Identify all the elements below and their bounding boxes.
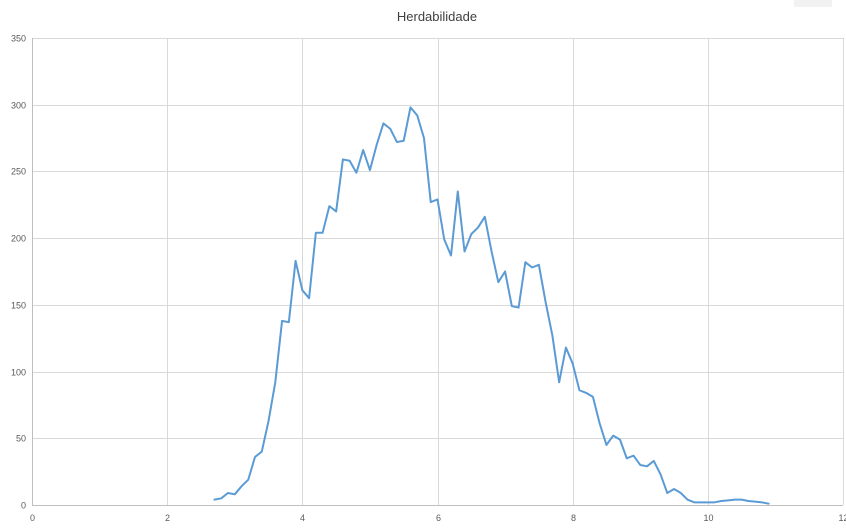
chart-title: Herdabilidade [397,9,477,24]
x-tick-label: 0 [30,513,35,523]
x-tick-label: 12 [838,513,846,523]
y-tick-label: 50 [16,434,26,444]
y-tick-label: 150 [11,301,26,311]
x-tick-label: 8 [571,513,576,523]
x-tick-label: 6 [436,513,441,523]
y-tick-labels: 0 50 100 150 200 250 300 350 [11,34,26,511]
y-tick-label: 250 [11,167,26,177]
x-tick-label: 10 [703,513,713,523]
x-tick-labels: 0 2 4 6 8 10 12 [30,513,846,523]
x-tick-label: 2 [165,513,170,523]
y-tick-label: 0 [21,501,26,511]
y-tick-label: 200 [11,234,26,244]
corner-patch [794,0,832,7]
y-tick-label: 100 [11,368,26,378]
axes [32,38,843,506]
y-tick-label: 350 [11,34,26,44]
x-tick-label: 4 [300,513,305,523]
y-tick-label: 300 [11,101,26,111]
series-line [213,106,770,505]
gridlines [32,38,844,505]
series-layer [213,106,770,505]
